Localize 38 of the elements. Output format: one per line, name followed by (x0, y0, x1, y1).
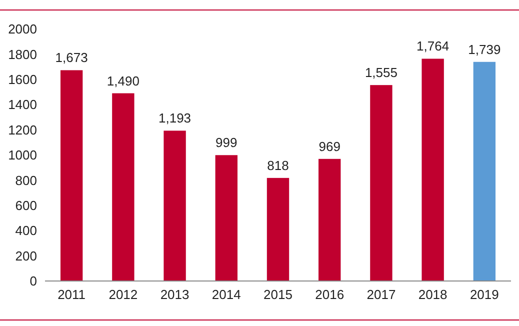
y-tick-label: 1000 (8, 148, 37, 163)
y-tick-label: 800 (15, 172, 37, 188)
x-tick-label: 2015 (264, 287, 292, 302)
x-tick-label: 2017 (366, 287, 396, 302)
data-label: 1,673 (55, 50, 88, 66)
y-tick-label: 600 (15, 198, 37, 213)
y-tick-label: 1400 (8, 97, 37, 112)
data-label: 1,490 (106, 73, 140, 88)
x-tick-label: 2012 (108, 287, 138, 302)
bar (112, 93, 134, 281)
x-tick-label: 2013 (160, 287, 190, 302)
data-label: 1,193 (158, 110, 192, 126)
x-tick-label: 2019 (470, 287, 499, 302)
y-tick-label: 200 (15, 248, 37, 264)
x-tick-label: 2018 (418, 287, 448, 302)
bar (164, 130, 186, 281)
data-label: 818 (267, 158, 289, 173)
y-tick-label: 1800 (8, 46, 37, 62)
bar (266, 178, 290, 281)
y-tick-label: 0 (30, 274, 37, 289)
y-tick-label: 400 (15, 223, 37, 238)
y-tick-label: 2000 (8, 22, 37, 37)
x-tick-label: 2011 (58, 287, 86, 302)
data-label: 1,739 (468, 42, 501, 57)
bar (422, 58, 444, 281)
y-tick-label: 1200 (8, 122, 37, 138)
bar (60, 70, 83, 281)
x-tick-label: 2014 (212, 287, 241, 302)
data-label: 999 (216, 135, 238, 150)
bar (370, 85, 392, 281)
bar (318, 158, 341, 281)
data-label: 969 (318, 138, 340, 154)
data-label: 1,764 (416, 38, 450, 54)
bar (473, 62, 496, 281)
x-tick-label: 2016 (315, 287, 344, 302)
y-tick-label: 1600 (8, 72, 37, 87)
bar (215, 155, 238, 281)
data-label: 1,555 (364, 65, 398, 80)
